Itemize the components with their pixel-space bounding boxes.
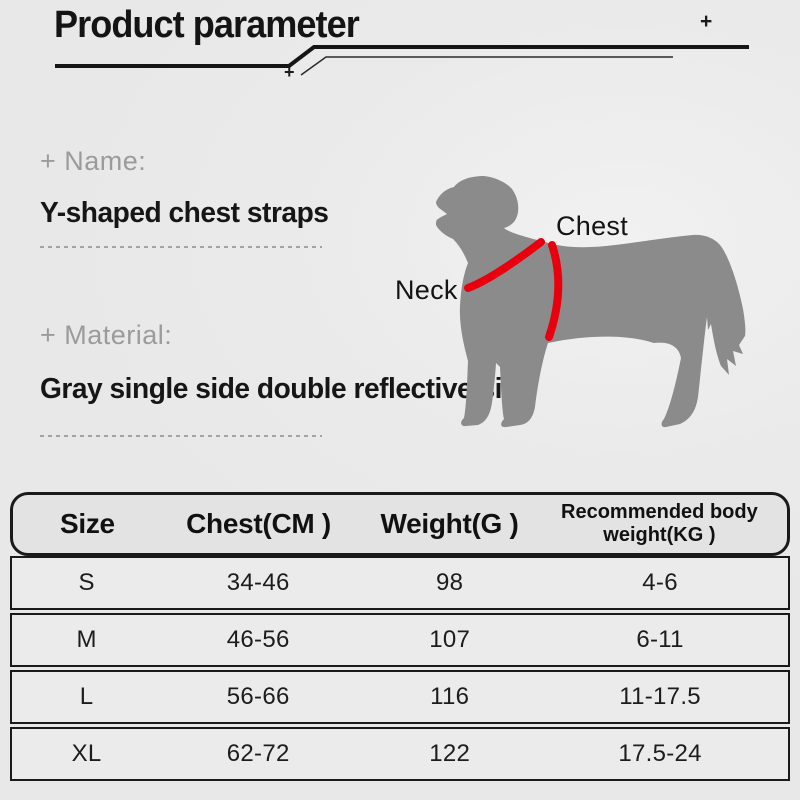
cell-body-weight: 17.5-24	[618, 740, 702, 767]
name-label: + Name:	[40, 146, 147, 176]
chest-strap	[545, 241, 563, 341]
column-header-weight: Weight(G )	[380, 508, 519, 539]
dog-silhouette-diagram	[436, 176, 746, 428]
cell-weight: 107	[429, 626, 471, 653]
cell-chest: 46-56	[226, 626, 290, 653]
header-decorative-lines	[55, 45, 749, 76]
neck-annotation: Neck	[395, 275, 458, 305]
table-row: M 46-56 107 6-11	[10, 613, 790, 667]
name-value: Y-shaped chest straps	[40, 197, 329, 229]
size-table-header: Size Chest(CM ) Weight(G ) Recommended b…	[10, 492, 790, 556]
dog-silhouette	[436, 176, 746, 428]
page-title: Product parameter	[54, 4, 360, 46]
material-value: Gray single side double reflective silk	[40, 373, 525, 405]
cell-chest: 34-46	[226, 569, 290, 596]
cell-body-weight: 11-17.5	[619, 683, 701, 710]
cell-weight: 116	[430, 683, 470, 710]
cell-body-weight: 6-11	[636, 626, 684, 653]
column-header-chest: Chest(CM )	[186, 508, 331, 539]
chest-annotation: Chest	[556, 211, 629, 241]
cell-weight: 98	[436, 569, 464, 596]
cell-size: S	[78, 569, 95, 596]
cell-weight: 122	[429, 740, 471, 767]
table-row: S 34-46 98 4-6	[10, 556, 790, 610]
table-row: XL 62-72 122 17.5-24	[10, 727, 790, 781]
column-header-body-weight: Recommended body weight(KG )	[561, 501, 758, 546]
dashed-divider	[40, 435, 322, 437]
cell-size: M	[76, 626, 97, 653]
plus-icon: +	[284, 62, 295, 82]
column-header-size: Size	[59, 508, 115, 539]
size-table: Size Chest(CM ) Weight(G ) Recommended b…	[10, 492, 790, 781]
table-row: L 56-66 116 11-17.5	[10, 670, 790, 724]
material-label: + Material:	[40, 320, 173, 350]
cell-chest: 62-72	[226, 740, 290, 767]
neck-strap	[464, 238, 545, 292]
cell-size: XL	[71, 740, 102, 767]
cell-body-weight: 4-6	[642, 569, 678, 596]
cell-chest: 56-66	[226, 683, 290, 710]
cell-size: L	[79, 683, 94, 710]
dashed-divider	[40, 246, 322, 248]
plus-icon: +	[700, 10, 713, 33]
